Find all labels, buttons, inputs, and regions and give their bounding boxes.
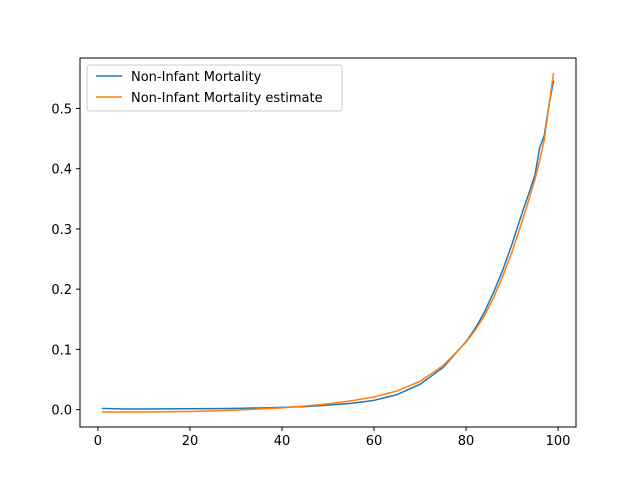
series-layer bbox=[101, 72, 555, 413]
x-tick-label: 100 bbox=[546, 434, 571, 449]
x-tick-label: 80 bbox=[458, 434, 475, 449]
x-axis: 0 20 40 60 80 100 bbox=[94, 427, 571, 449]
series-line-0 bbox=[101, 80, 555, 410]
x-tick-label: 0 bbox=[94, 434, 102, 449]
y-tick-label: 0.5 bbox=[51, 102, 72, 117]
x-tick-label: 60 bbox=[366, 434, 383, 449]
y-tick-label: 0.1 bbox=[51, 343, 72, 358]
y-tick-label: 0.4 bbox=[51, 163, 72, 178]
series-line-1 bbox=[101, 72, 555, 413]
legend-label-1: Non-Infant Mortality estimate bbox=[131, 91, 323, 106]
y-axis: 0.0 0.1 0.2 0.3 0.4 0.5 bbox=[51, 102, 80, 419]
y-tick-label: 0.0 bbox=[51, 404, 72, 419]
legend: Non-Infant Mortality Non-Infant Mortality… bbox=[86, 64, 343, 112]
legend-label-0: Non-Infant Mortality bbox=[131, 70, 262, 85]
legend-box bbox=[86, 64, 343, 112]
x-tick-label: 20 bbox=[182, 434, 199, 449]
y-tick-label: 0.3 bbox=[51, 223, 72, 238]
x-tick-label: 40 bbox=[274, 434, 291, 449]
axes-frame bbox=[79, 57, 577, 428]
y-tick-label: 0.2 bbox=[51, 283, 72, 298]
